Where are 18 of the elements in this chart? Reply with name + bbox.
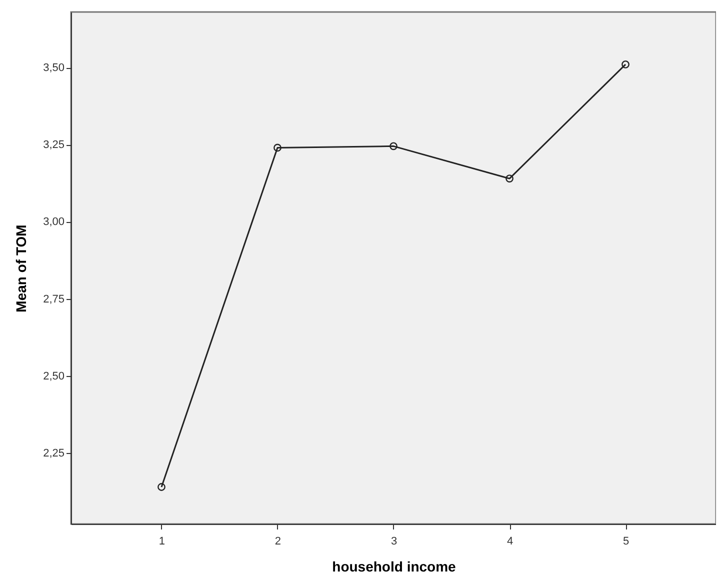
x-tick-label: 1 xyxy=(158,536,166,548)
y-tick-label: 2,25 xyxy=(43,448,64,460)
y-tick-label: 2,50 xyxy=(43,370,64,382)
y-axis-title: Mean of TOM xyxy=(13,224,30,312)
x-axis-title: household income xyxy=(332,558,456,574)
point xyxy=(158,483,166,491)
x-tick-label: 2 xyxy=(274,536,282,548)
x-tick-label: 3 xyxy=(390,536,398,548)
y-tick-label: 3,50 xyxy=(43,62,64,74)
point xyxy=(390,142,398,150)
x-tick-label: 5 xyxy=(622,536,630,548)
point xyxy=(506,174,514,182)
point xyxy=(274,144,282,152)
y-tick-label: 3,25 xyxy=(43,139,64,152)
x-tick-label: 4 xyxy=(506,536,514,548)
y-tick-label: 3,00 xyxy=(43,216,64,228)
y-tick-label: 2,75 xyxy=(43,293,64,306)
point xyxy=(622,60,630,68)
